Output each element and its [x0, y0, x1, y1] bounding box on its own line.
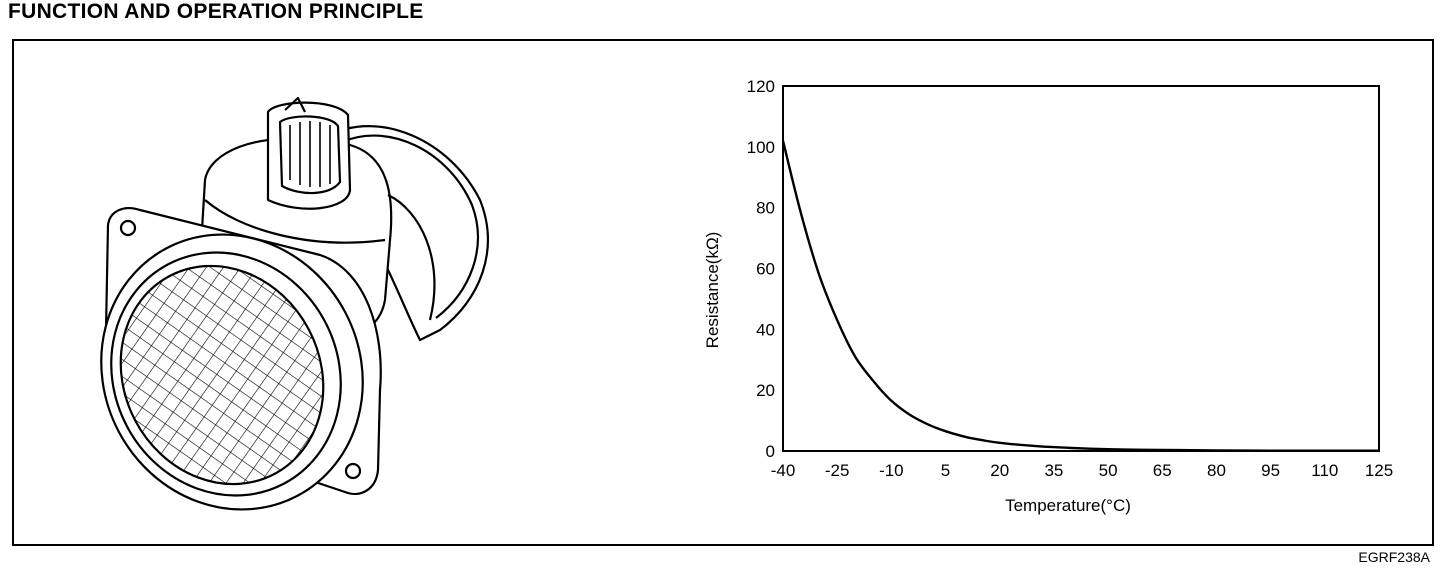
- x-tick-label: -10: [879, 461, 904, 480]
- plot-area-frame: [782, 85, 1380, 452]
- x-tick-label: 110: [1311, 461, 1338, 480]
- page-title: FUNCTION AND OPERATION PRINCIPLE: [8, 0, 424, 23]
- x-tick-label: 35: [1044, 461, 1063, 480]
- x-tick-label: 65: [1153, 461, 1172, 480]
- resistance-curve: [781, 140, 1379, 452]
- y-tick-label: 20: [756, 381, 775, 400]
- y-tick-label: 120: [747, 77, 775, 96]
- x-tick-label: 50: [1099, 461, 1118, 480]
- y-tick-label: 100: [747, 138, 775, 157]
- x-tick-label: 5: [941, 461, 950, 480]
- y-tick-label: 80: [756, 199, 775, 218]
- x-tick-label: 95: [1261, 461, 1280, 480]
- x-axis-label: Temperature(°C): [1005, 496, 1131, 515]
- x-tick-label: -40: [771, 461, 796, 480]
- x-tick-label: -25: [825, 461, 850, 480]
- y-tick-label: 60: [756, 260, 775, 279]
- y-axis-label: Resistance(kΩ): [703, 232, 722, 349]
- x-tick-label: 80: [1207, 461, 1226, 480]
- x-tick-label: 125: [1365, 461, 1393, 480]
- x-tick-label: 20: [990, 461, 1009, 480]
- figure-code: EGRF238A: [1358, 549, 1430, 565]
- y-tick-label: 40: [756, 320, 775, 339]
- mass-air-flow-sensor-icon: [100, 96, 489, 520]
- figure-frame: [12, 39, 1434, 546]
- y-tick-label: 0: [766, 442, 775, 461]
